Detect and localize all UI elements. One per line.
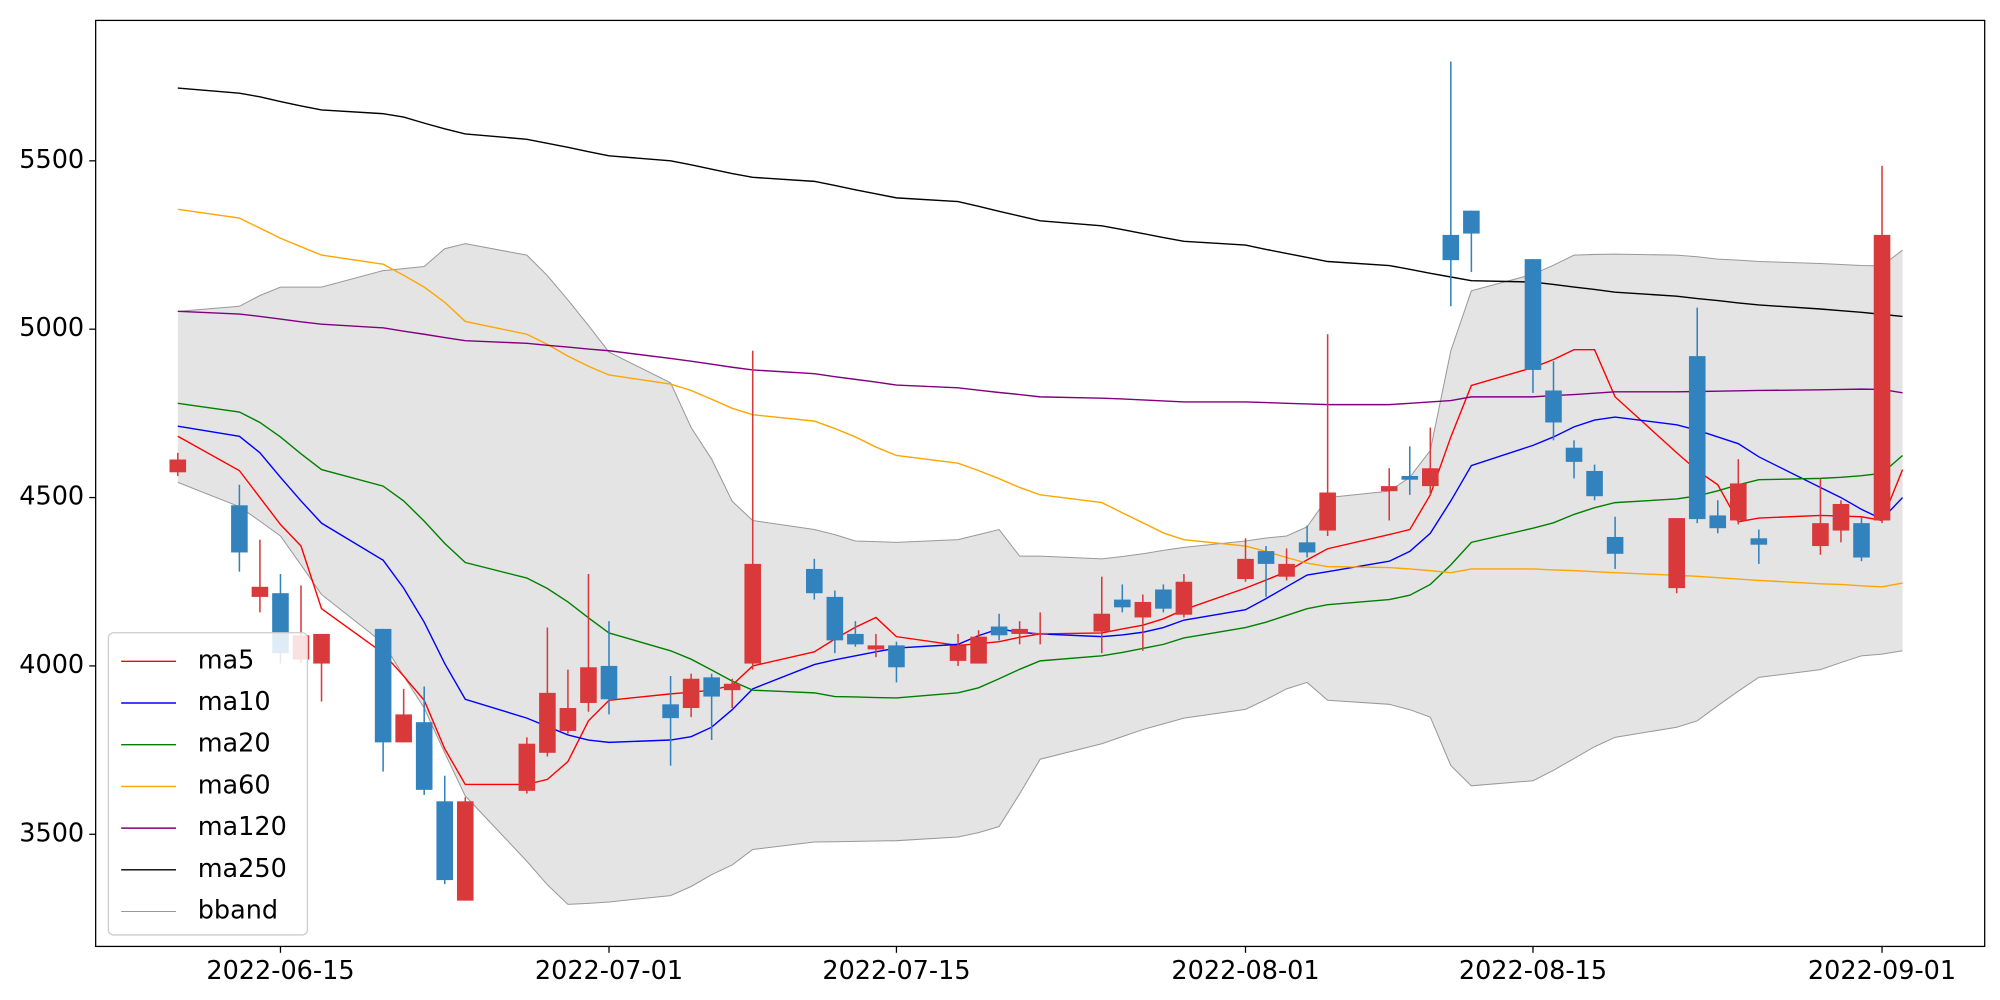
candle-body xyxy=(1688,356,1706,520)
candle-body xyxy=(1093,613,1111,632)
candle-body xyxy=(1155,589,1172,609)
candle-body xyxy=(1853,523,1870,558)
x-tick-label: 2022-08-15 xyxy=(1459,956,1607,986)
candle-body xyxy=(374,628,392,743)
candle-body xyxy=(723,683,741,691)
candle-body xyxy=(1730,483,1747,521)
candle-body xyxy=(1524,259,1542,370)
candle-body xyxy=(1586,470,1603,497)
candle-body xyxy=(806,568,823,594)
legend-label: ma5 xyxy=(198,645,255,675)
candle-body xyxy=(539,692,556,753)
legend-label: ma20 xyxy=(198,729,271,759)
candle-body xyxy=(580,667,597,703)
candle-body xyxy=(518,743,536,791)
candle-body xyxy=(990,626,1008,636)
candle-body xyxy=(1380,486,1398,492)
y-tick-label: 4000 xyxy=(19,650,84,680)
ma-line xyxy=(177,402,1904,699)
candle-body xyxy=(1257,551,1275,564)
candle-body xyxy=(1401,476,1419,480)
candle-body xyxy=(1463,210,1480,234)
plot-area xyxy=(169,61,1904,905)
candle-body xyxy=(847,633,864,645)
candle-body xyxy=(600,665,618,700)
candle-body xyxy=(1668,518,1685,589)
candle-body xyxy=(1832,503,1850,531)
bband-upper xyxy=(177,243,1903,560)
legend-label: ma120 xyxy=(198,812,287,842)
x-tick-label: 2022-09-01 xyxy=(1808,956,1956,986)
legend-label: ma250 xyxy=(198,854,287,884)
legend: ma5 ma10 ma20 ma60 ma120 ma250 bband xyxy=(107,632,309,936)
candle-body xyxy=(1031,632,1049,635)
y-tick-label: 5000 xyxy=(19,313,84,343)
candle-body xyxy=(1812,523,1829,547)
x-tick-label: 2022-06-15 xyxy=(206,956,354,986)
candle-body xyxy=(313,633,330,664)
y-tick-label: 4500 xyxy=(19,482,84,512)
y-tick-label: 3500 xyxy=(19,818,84,848)
candle-body xyxy=(1873,234,1891,521)
candle-body xyxy=(682,678,700,709)
candle-body xyxy=(703,677,720,697)
x-tick-label: 2022-08-01 xyxy=(1171,956,1319,986)
candle-body xyxy=(1606,536,1624,554)
candle-body xyxy=(1114,599,1131,608)
candle-body xyxy=(1011,628,1028,634)
candle-body xyxy=(456,801,474,901)
candle-body xyxy=(1134,601,1152,618)
candle-body xyxy=(169,459,187,473)
candle-body xyxy=(395,714,412,743)
candle-body xyxy=(231,505,248,553)
candle-body xyxy=(1422,468,1439,487)
candle-body xyxy=(826,596,844,641)
candle-body xyxy=(888,645,905,668)
candle-body xyxy=(662,704,679,719)
legend-label: ma10 xyxy=(198,687,271,717)
candle-body xyxy=(1709,515,1727,529)
candle-body xyxy=(1545,390,1562,423)
ma-line xyxy=(177,87,1903,318)
candle-body xyxy=(415,722,433,790)
candle-body xyxy=(1278,563,1295,577)
candle-body xyxy=(559,708,577,731)
candle-body xyxy=(1442,234,1460,261)
x-tick-label: 2022-07-01 xyxy=(535,956,683,986)
plot-frame xyxy=(95,19,1986,948)
legend-box xyxy=(107,632,309,936)
candle-body xyxy=(1175,581,1193,615)
candle-body xyxy=(1237,558,1254,580)
candle-body xyxy=(1750,538,1768,545)
candle-body xyxy=(1319,492,1336,531)
candle-body xyxy=(1565,447,1583,462)
ma-line xyxy=(177,310,1903,406)
candle-body xyxy=(867,645,885,650)
candle-body xyxy=(744,563,762,664)
legend-label: ma60 xyxy=(198,770,271,800)
candle-body xyxy=(1298,542,1316,553)
y-tick-label: 5500 xyxy=(19,145,84,175)
candle-body xyxy=(949,645,967,661)
legend-label: bband xyxy=(198,896,278,926)
bband-area xyxy=(177,243,1903,905)
candle-body xyxy=(251,586,269,597)
bband-lower xyxy=(177,481,1903,905)
ma-line xyxy=(177,208,1903,588)
candle-body xyxy=(436,801,454,881)
x-tick-label: 2022-07-15 xyxy=(822,956,970,986)
candle-body xyxy=(970,636,987,664)
